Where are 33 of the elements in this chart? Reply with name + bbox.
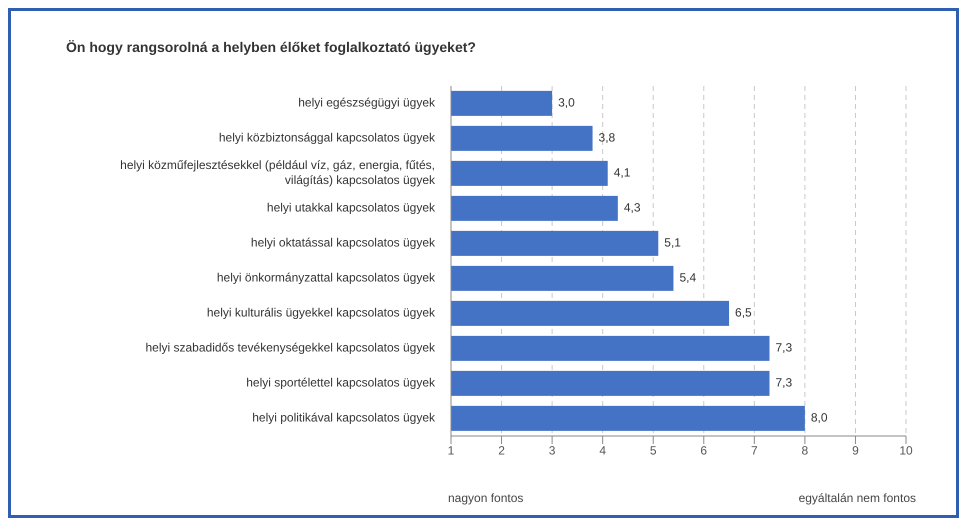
x-tick-label: 3 <box>548 444 556 458</box>
text: Ön hogy rangsorolná a helyben élőket foglalkoztató ügyeket? <box>66 39 476 55</box>
x-tick-label: 2 <box>498 444 506 458</box>
data-label: 4,3 <box>624 200 641 215</box>
x-tick-label: 10 <box>899 444 913 458</box>
x-tick-label: 8 <box>802 444 809 458</box>
y-tick-label: helyi egészségügyi ügyek <box>298 96 436 110</box>
data-label: 8,0 <box>810 410 828 425</box>
data-label: 3,8 <box>598 130 616 145</box>
data-label: 7,3 <box>776 340 793 355</box>
y-tick-label: helyi oktatással kapcsolatos ügyek <box>250 236 436 250</box>
text: egyáltalán nem fontos <box>798 491 916 505</box>
y-tick-label: helyi közműfejlesztésekkel (például víz, gáz, energia, fűtés, világítás) kapcsolatos ügyek <box>120 158 436 188</box>
x-tick-label: 7 <box>750 444 758 458</box>
y-tick-label: helyi politikával kapcsolatos ügyek <box>252 410 436 425</box>
data-label: 3,0 <box>558 96 576 110</box>
y-tick-label: helyi sportélettel kapcsolatos ügyek <box>246 376 436 390</box>
x-tick-label: 4 <box>599 444 606 458</box>
y-tick-label: helyi szabadidős tevékenységekkel kapcsolatos ügyek <box>145 340 436 355</box>
x-tick-label: 9 <box>852 444 860 458</box>
data-label: 6,5 <box>735 306 752 320</box>
data-label: 4,1 <box>614 166 631 180</box>
y-tick-label: helyi önkormányzattal kapcsolatos ügyek <box>216 270 436 285</box>
data-label: 5,4 <box>679 270 696 285</box>
text: nagyon fontos <box>448 491 524 505</box>
x-tick-label: 1 <box>448 444 455 458</box>
y-tick-label: helyi kulturális ügyekkel kapcsolatos ügyek <box>206 306 436 320</box>
data-label: 7,3 <box>776 376 793 390</box>
x-tick-label: 5 <box>650 444 657 458</box>
y-tick-label: helyi utakkal kapcsolatos ügyek <box>266 200 436 215</box>
y-tick-label: helyi közbiztonsággal kapcsolatos ügyek <box>218 130 436 145</box>
data-label: 5,1 <box>664 236 682 250</box>
x-tick-label: 6 <box>700 444 708 458</box>
